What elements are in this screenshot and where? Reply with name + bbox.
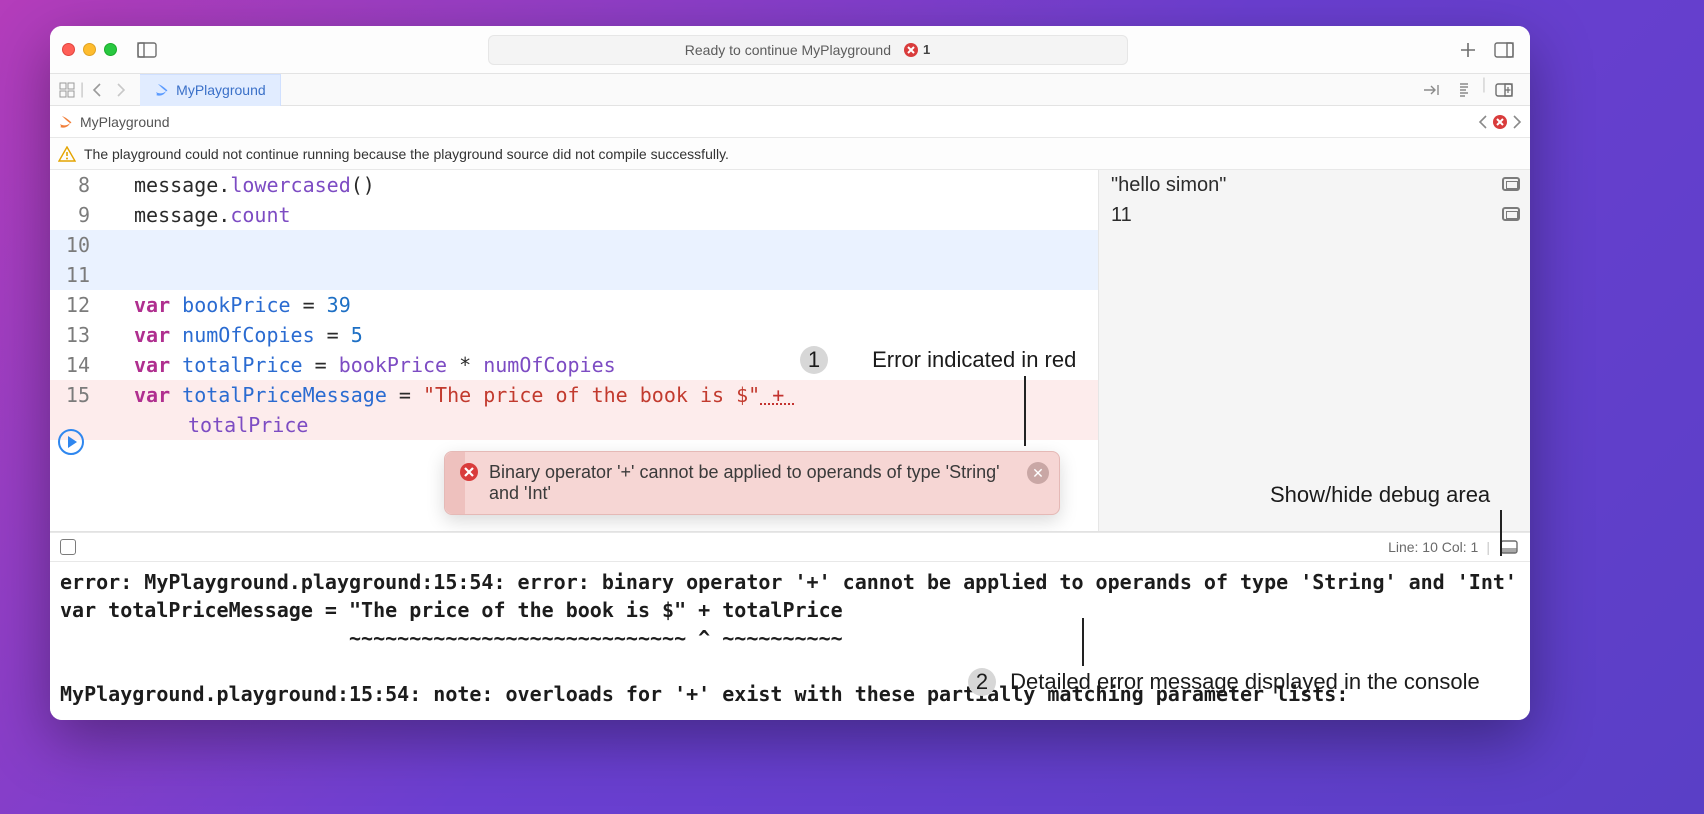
breadcrumb-file: MyPlayground (80, 114, 170, 130)
warning-text: The playground could not continue runnin… (84, 146, 729, 162)
error-tooltip[interactable]: Binary operator '+' cannot be applied to… (444, 451, 1060, 515)
annotation-label: Show/hide debug area (1270, 482, 1490, 507)
filter-toggle[interactable] (60, 539, 76, 555)
close-tooltip-button[interactable]: ✕ (1027, 462, 1049, 484)
zoom-window-button[interactable] (104, 43, 117, 56)
warning-icon (58, 146, 76, 162)
minimize-window-button[interactable] (83, 43, 96, 56)
titlebar-right (1454, 36, 1518, 64)
editor-row: 8message.lowercased() 9message.count 10 … (50, 170, 1530, 532)
error-tooltip-text: Binary operator '+' cannot be applied to… (489, 462, 1019, 504)
quicklook-icon[interactable] (1502, 177, 1520, 191)
annotation-1: 1 Error indicated in red (800, 346, 1076, 374)
quicklook-icon[interactable] (1502, 207, 1520, 221)
jump-bar[interactable]: MyPlayground (50, 106, 1530, 138)
annotation-3: Show/hide debug area (1270, 482, 1490, 508)
swift-icon (58, 114, 74, 130)
status-text: Ready to continue MyPlayground (685, 42, 891, 58)
issue-next-icon[interactable] (1512, 115, 1522, 129)
result-row[interactable]: "hello simon" (1099, 170, 1530, 200)
tab-myplayground[interactable]: MyPlayground (140, 74, 281, 106)
annotation-line (1024, 376, 1026, 446)
titlebar-center: Ready to continue MyPlayground 1 (169, 35, 1446, 65)
annotation-line (1500, 510, 1502, 556)
console-line: ~~~~~~~~~~~~~~~~~~~~~~~~~~~~ ^ ~~~~~~~~~… (60, 626, 843, 650)
nav-forward-button[interactable] (110, 79, 132, 101)
toggle-navigator-button[interactable] (133, 36, 161, 64)
annotation-number: 1 (800, 346, 828, 374)
warning-banner: The playground could not continue runnin… (50, 138, 1530, 170)
issue-badge[interactable]: 1 (903, 42, 930, 58)
result-value: 11 (1111, 200, 1132, 230)
debug-console[interactable]: error: MyPlayground.playground:15:54: er… (50, 562, 1530, 720)
issue-prev-icon[interactable] (1478, 115, 1488, 129)
result-value: "hello simon" (1111, 170, 1226, 200)
issue-count: 1 (923, 42, 930, 57)
window-controls (62, 43, 117, 56)
annotation-label: Detailed error message displayed in the … (1010, 669, 1480, 694)
issue-error-icon[interactable] (1492, 114, 1508, 130)
activity-status[interactable]: Ready to continue MyPlayground 1 (488, 35, 1128, 65)
cursor-position: Line: 10 Col: 1 (1388, 539, 1478, 555)
nav-back-button[interactable] (86, 79, 108, 101)
results-sidebar: "hello simon" 11 (1098, 170, 1530, 531)
titlebar: Ready to continue MyPlayground 1 (50, 26, 1530, 74)
annotation-label: Error indicated in red (872, 347, 1076, 372)
annotation-2: 2 Detailed error message displayed in th… (968, 668, 1480, 696)
editor-status-bar: Line: 10 Col: 1 | (50, 532, 1530, 562)
minimap-button[interactable] (1450, 76, 1478, 104)
run-playground-button[interactable] (58, 429, 84, 455)
toggle-inspector-button[interactable] (1490, 36, 1518, 64)
result-row[interactable]: 11 (1099, 200, 1530, 230)
add-button[interactable] (1454, 36, 1482, 64)
annotation-number: 2 (968, 668, 996, 696)
related-items-button[interactable] (56, 79, 78, 101)
add-editor-button[interactable] (1490, 76, 1518, 104)
jump-recent-button[interactable] (1418, 76, 1446, 104)
annotation-line (1082, 618, 1084, 666)
console-line: error: MyPlayground.playground:15:54: er… (60, 570, 1517, 594)
swift-icon (154, 82, 170, 98)
console-line: var totalPriceMessage = "The price of th… (60, 598, 843, 622)
tab-bar: | MyPlayground | (50, 74, 1530, 106)
error-icon (459, 462, 479, 482)
tab-label: MyPlayground (176, 82, 266, 98)
close-window-button[interactable] (62, 43, 75, 56)
xcode-window: Ready to continue MyPlayground 1 | (50, 26, 1530, 720)
